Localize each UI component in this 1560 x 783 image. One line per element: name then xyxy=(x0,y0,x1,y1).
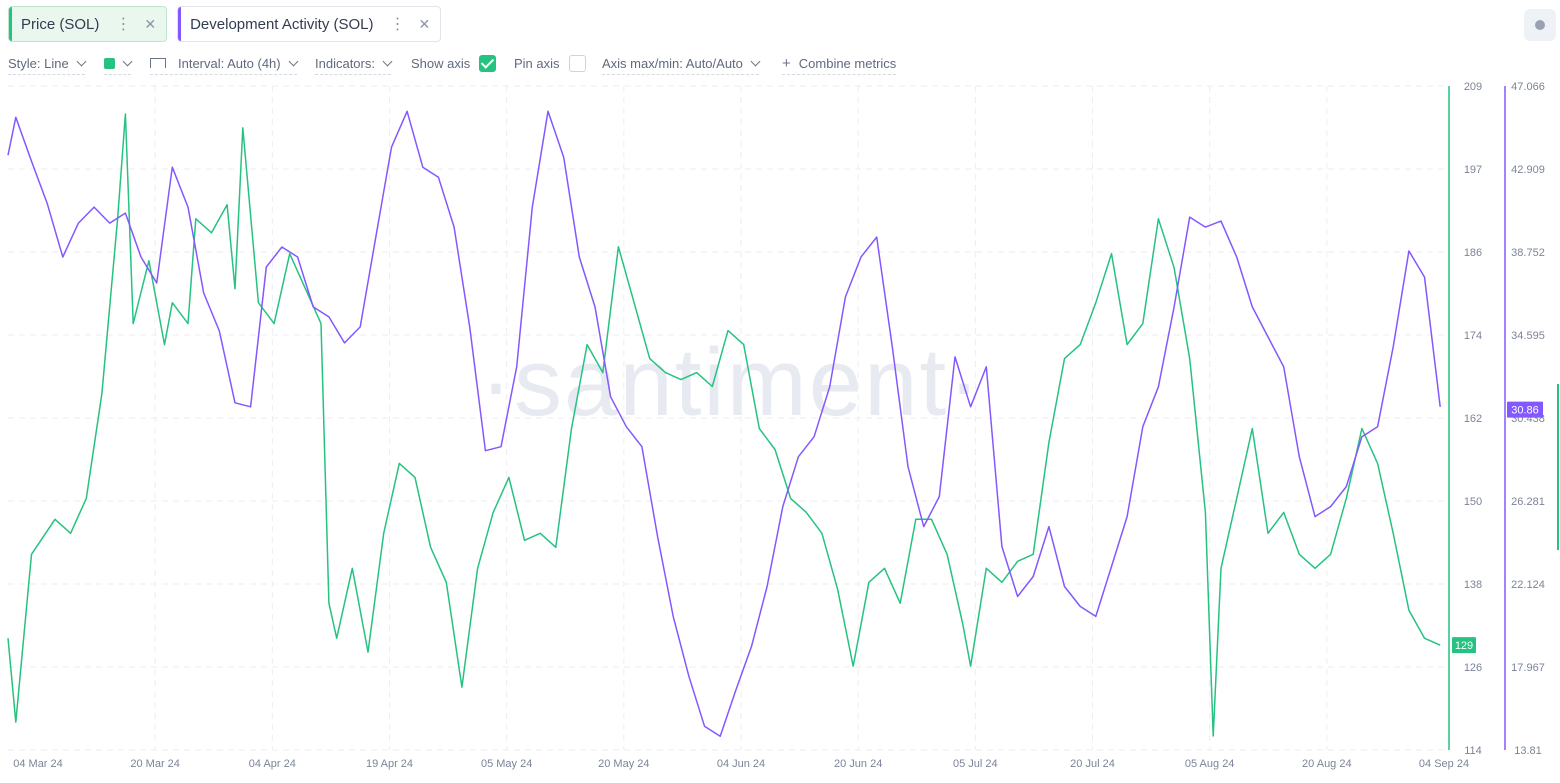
plus-icon: + xyxy=(782,54,791,72)
x-axis-tick: 19 Apr 24 xyxy=(366,758,413,770)
x-axis-tick: 20 Aug 24 xyxy=(1302,758,1352,770)
devact-color-stripe xyxy=(178,7,182,41)
devact-current-value: 30.86 xyxy=(1511,405,1539,417)
interval-icon xyxy=(150,58,166,68)
devact-axis-tick: 38.752 xyxy=(1511,247,1545,259)
show-axis-toggle[interactable]: Show axis xyxy=(411,52,497,74)
price-axis-tick: 209 xyxy=(1464,81,1482,93)
combine-metrics-button[interactable]: + Combine metrics xyxy=(782,52,897,75)
price-axis-tick: 150 xyxy=(1464,496,1482,508)
color-picker[interactable] xyxy=(104,52,133,75)
devact-axis-tick: 47.066 xyxy=(1511,81,1545,93)
price-axis-tick: 174 xyxy=(1464,330,1482,342)
devact-series-line xyxy=(7,110,1441,737)
price-current-badge xyxy=(1452,637,1476,654)
x-axis-tick: 05 Aug 24 xyxy=(1185,758,1235,770)
chevron-down-icon xyxy=(750,56,761,66)
tab-devact-label: Development Activity (SOL) xyxy=(190,15,374,33)
x-axis-tick: 04 Jun 24 xyxy=(717,758,765,770)
indicators-dropdown[interactable]: Indicators: xyxy=(315,52,393,75)
combine-metrics-label: Combine metrics xyxy=(798,55,897,71)
devact-axis-tick: 17.967 xyxy=(1511,662,1545,674)
close-icon[interactable]: ✕ xyxy=(418,15,431,32)
x-axis-tick: 04 Apr 24 xyxy=(249,758,296,770)
x-axis-tick: 05 May 24 xyxy=(481,758,532,770)
interval-label: Interval: Auto (4h) xyxy=(178,55,281,71)
x-axis-tick: 04 Sep 24 xyxy=(1419,758,1469,770)
devact-axis-tick: 26.281 xyxy=(1511,496,1545,508)
devact-axis-tick: 13.81 xyxy=(1514,745,1542,757)
pin-axis-label: Pin axis xyxy=(514,55,560,71)
pin-axis-checkbox[interactable] xyxy=(568,54,586,72)
tab-development-activity-sol[interactable]: Development Activity (SOL) ⋮ ✕ xyxy=(177,6,442,42)
devact-axis-tick: 42.909 xyxy=(1511,164,1545,176)
indicators-label: Indicators: xyxy=(315,55,375,71)
price-axis-tick: 138 xyxy=(1464,579,1482,591)
price-series-line xyxy=(7,113,1441,737)
line-chart[interactable]: 209 47.066 197 42.909 186 38.752 174 34.595 162 3… xyxy=(0,78,1560,783)
devact-axis-tick: 34.595 xyxy=(1511,330,1545,342)
price-current-value: 129 xyxy=(1455,640,1473,652)
show-axis-label: Show axis xyxy=(411,55,471,71)
tab-price-label: Price (SOL) xyxy=(21,15,100,33)
price-color-stripe xyxy=(9,7,12,41)
interval-dropdown[interactable]: Interval: Auto (4h) xyxy=(150,52,299,75)
chevron-down-icon xyxy=(122,56,133,66)
price-axis-tick: 126 xyxy=(1464,662,1482,674)
price-axis-tick: 186 xyxy=(1464,247,1482,259)
chevron-down-icon xyxy=(288,56,299,66)
chevron-down-icon xyxy=(76,56,87,66)
price-axis-tick: 114 xyxy=(1464,745,1482,757)
x-axis-tick: 04 Mar 24 xyxy=(13,758,63,770)
style-label: Style: Line xyxy=(8,55,69,71)
x-axis-tick: 05 Jul 24 xyxy=(953,758,998,770)
axis-maxmin-label: Axis max/min: Auto/Auto xyxy=(602,55,743,71)
x-axis-tick: 20 May 24 xyxy=(598,758,649,770)
show-axis-checkbox[interactable] xyxy=(479,54,497,72)
settings-toggle-button[interactable] xyxy=(1524,9,1556,41)
more-options-icon[interactable]: ⋮ xyxy=(115,16,131,33)
price-axis-tick: 197 xyxy=(1464,164,1482,176)
chevron-down-icon xyxy=(382,56,393,66)
devact-current-badge xyxy=(1507,401,1543,418)
x-axis-tick: 20 Jul 24 xyxy=(1070,758,1115,770)
style-dropdown[interactable]: Style: Line xyxy=(8,52,87,75)
devact-axis-tick: 22.124 xyxy=(1511,579,1545,591)
metric-tabs: Price (SOL) ⋮ ✕ Development Activity (SO… xyxy=(8,6,442,42)
more-options-icon[interactable]: ⋮ xyxy=(389,16,406,33)
color-swatch xyxy=(104,57,115,69)
x-axis-tick: 20 Jun 24 xyxy=(834,758,882,770)
tab-price-sol[interactable]: Price (SOL) ⋮ ✕ xyxy=(8,6,168,42)
axis-maxmin-dropdown[interactable]: Axis max/min: Auto/Auto xyxy=(602,52,761,75)
price-axis-tick: 162 xyxy=(1464,413,1482,425)
pin-axis-toggle[interactable]: Pin axis xyxy=(514,52,586,74)
x-axis-tick: 20 Mar 24 xyxy=(130,758,180,770)
dot-icon xyxy=(1535,20,1545,30)
close-icon[interactable]: ✕ xyxy=(144,15,157,32)
